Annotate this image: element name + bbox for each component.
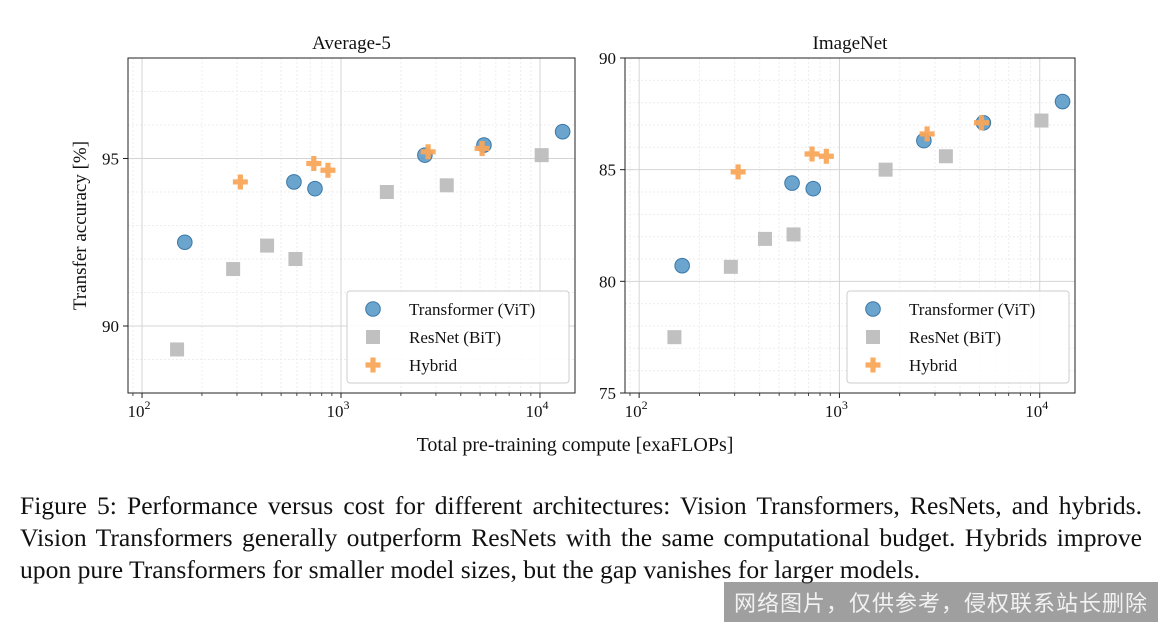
legend-marker-plus bbox=[365, 357, 381, 373]
y-tick-label: 90 bbox=[599, 49, 616, 68]
x-tick-label: 104 bbox=[1025, 398, 1048, 421]
legend-marker-circle bbox=[865, 301, 881, 317]
panel-imagenet: 102 103 104 75 80 85 90 ImageNet Transformer (Vi… bbox=[599, 33, 1076, 421]
legend-box bbox=[846, 290, 1070, 384]
x-tick-label: 102 bbox=[128, 398, 151, 421]
x-tick-label: 103 bbox=[327, 398, 350, 421]
legend-marker-plus bbox=[865, 357, 881, 373]
caption-label: Figure 5: bbox=[20, 491, 117, 520]
data-point-plus bbox=[919, 126, 935, 142]
data-point-square bbox=[534, 148, 549, 163]
y-tick-label: 95 bbox=[102, 150, 119, 169]
data-point-circle bbox=[554, 123, 571, 140]
data-point-square bbox=[938, 149, 953, 164]
series-square bbox=[170, 148, 549, 357]
data-point-plus bbox=[474, 140, 490, 156]
legend-label: ResNet (BiT) bbox=[409, 328, 501, 347]
data-point-circle bbox=[784, 175, 800, 191]
x-axis-label: Total pre-training compute [exaFLOPs] bbox=[417, 434, 734, 456]
y-tick-label: 85 bbox=[599, 161, 616, 180]
legend-label: Hybrid bbox=[909, 356, 958, 375]
legend-label: Transformer (ViT) bbox=[909, 300, 1035, 319]
data-point-square bbox=[878, 162, 893, 177]
watermark: 网络图片，仅供参考，侵权联系站长删除 bbox=[723, 582, 1158, 622]
data-point-plus bbox=[818, 148, 834, 164]
legend-marker-square bbox=[866, 330, 880, 344]
panel-title: ImageNet bbox=[813, 33, 889, 54]
legend-box bbox=[346, 290, 570, 384]
data-point-square bbox=[786, 227, 801, 242]
series-square bbox=[667, 113, 1049, 345]
data-point-square bbox=[1034, 113, 1049, 128]
series-circle bbox=[674, 93, 1071, 274]
data-point-circle bbox=[674, 257, 690, 274]
data-point-square bbox=[226, 262, 241, 277]
plot-frame bbox=[624, 57, 1076, 394]
data-point-plus bbox=[232, 174, 248, 190]
data-point-square bbox=[439, 178, 454, 193]
panel-average-5: 102 103 104 90 95 Average-5 Transfer accuracy … bbox=[70, 33, 576, 421]
caption-text: Performance versus cost for different ar… bbox=[20, 491, 1142, 584]
data-point-plus bbox=[973, 115, 989, 131]
data-point-square bbox=[170, 342, 185, 357]
legend-label: Transformer (ViT) bbox=[409, 300, 535, 319]
data-point-circle bbox=[1054, 93, 1071, 110]
y-tick-label: 90 bbox=[102, 317, 119, 336]
series-plus bbox=[232, 140, 490, 190]
x-tick-label: 104 bbox=[525, 398, 548, 421]
data-point-circle bbox=[307, 180, 323, 197]
legend-label: Hybrid bbox=[409, 356, 458, 375]
data-point-plus bbox=[320, 162, 336, 178]
data-point-square bbox=[758, 231, 773, 246]
data-point-square bbox=[723, 259, 738, 274]
legend-marker-square bbox=[366, 330, 380, 344]
legend-marker-circle bbox=[365, 301, 381, 317]
data-point-square bbox=[260, 238, 275, 253]
data-point-square bbox=[288, 252, 303, 266]
data-point-circle bbox=[176, 234, 193, 251]
data-point-plus bbox=[730, 164, 746, 180]
chart-canvas: 102 103 104 90 95 Average-5 Transfer accuracy … bbox=[70, 33, 1076, 456]
legend: Transformer (ViT) ResNet (BiT) Hybrid bbox=[846, 290, 1070, 384]
figure-caption: Figure 5: Performance versus cost for di… bbox=[20, 490, 1142, 586]
x-tick-label: 103 bbox=[825, 398, 848, 421]
legend: Transformer (ViT) ResNet (BiT) Hybrid bbox=[346, 290, 570, 384]
data-point-plus bbox=[420, 144, 436, 160]
y-tick-label: 80 bbox=[599, 272, 616, 291]
y-tick-label: 75 bbox=[599, 384, 616, 403]
figure-5: 102 103 104 90 95 Average-5 Transfer accuracy … bbox=[70, 33, 1076, 456]
series-circle bbox=[176, 123, 571, 251]
y-axis-label: Transfer accuracy [%] bbox=[70, 141, 91, 310]
data-point-circle bbox=[805, 180, 822, 197]
data-point-square bbox=[379, 185, 394, 199]
data-point-circle bbox=[286, 174, 302, 190]
data-point-square bbox=[667, 330, 682, 345]
data-point-plus bbox=[306, 156, 322, 172]
panel-title: Average-5 bbox=[312, 33, 391, 54]
series-plus bbox=[730, 115, 989, 180]
x-tick-label: 102 bbox=[625, 398, 648, 421]
data-point-plus bbox=[804, 146, 820, 162]
plot-frame bbox=[127, 57, 576, 394]
legend-label: ResNet (BiT) bbox=[909, 328, 1001, 347]
